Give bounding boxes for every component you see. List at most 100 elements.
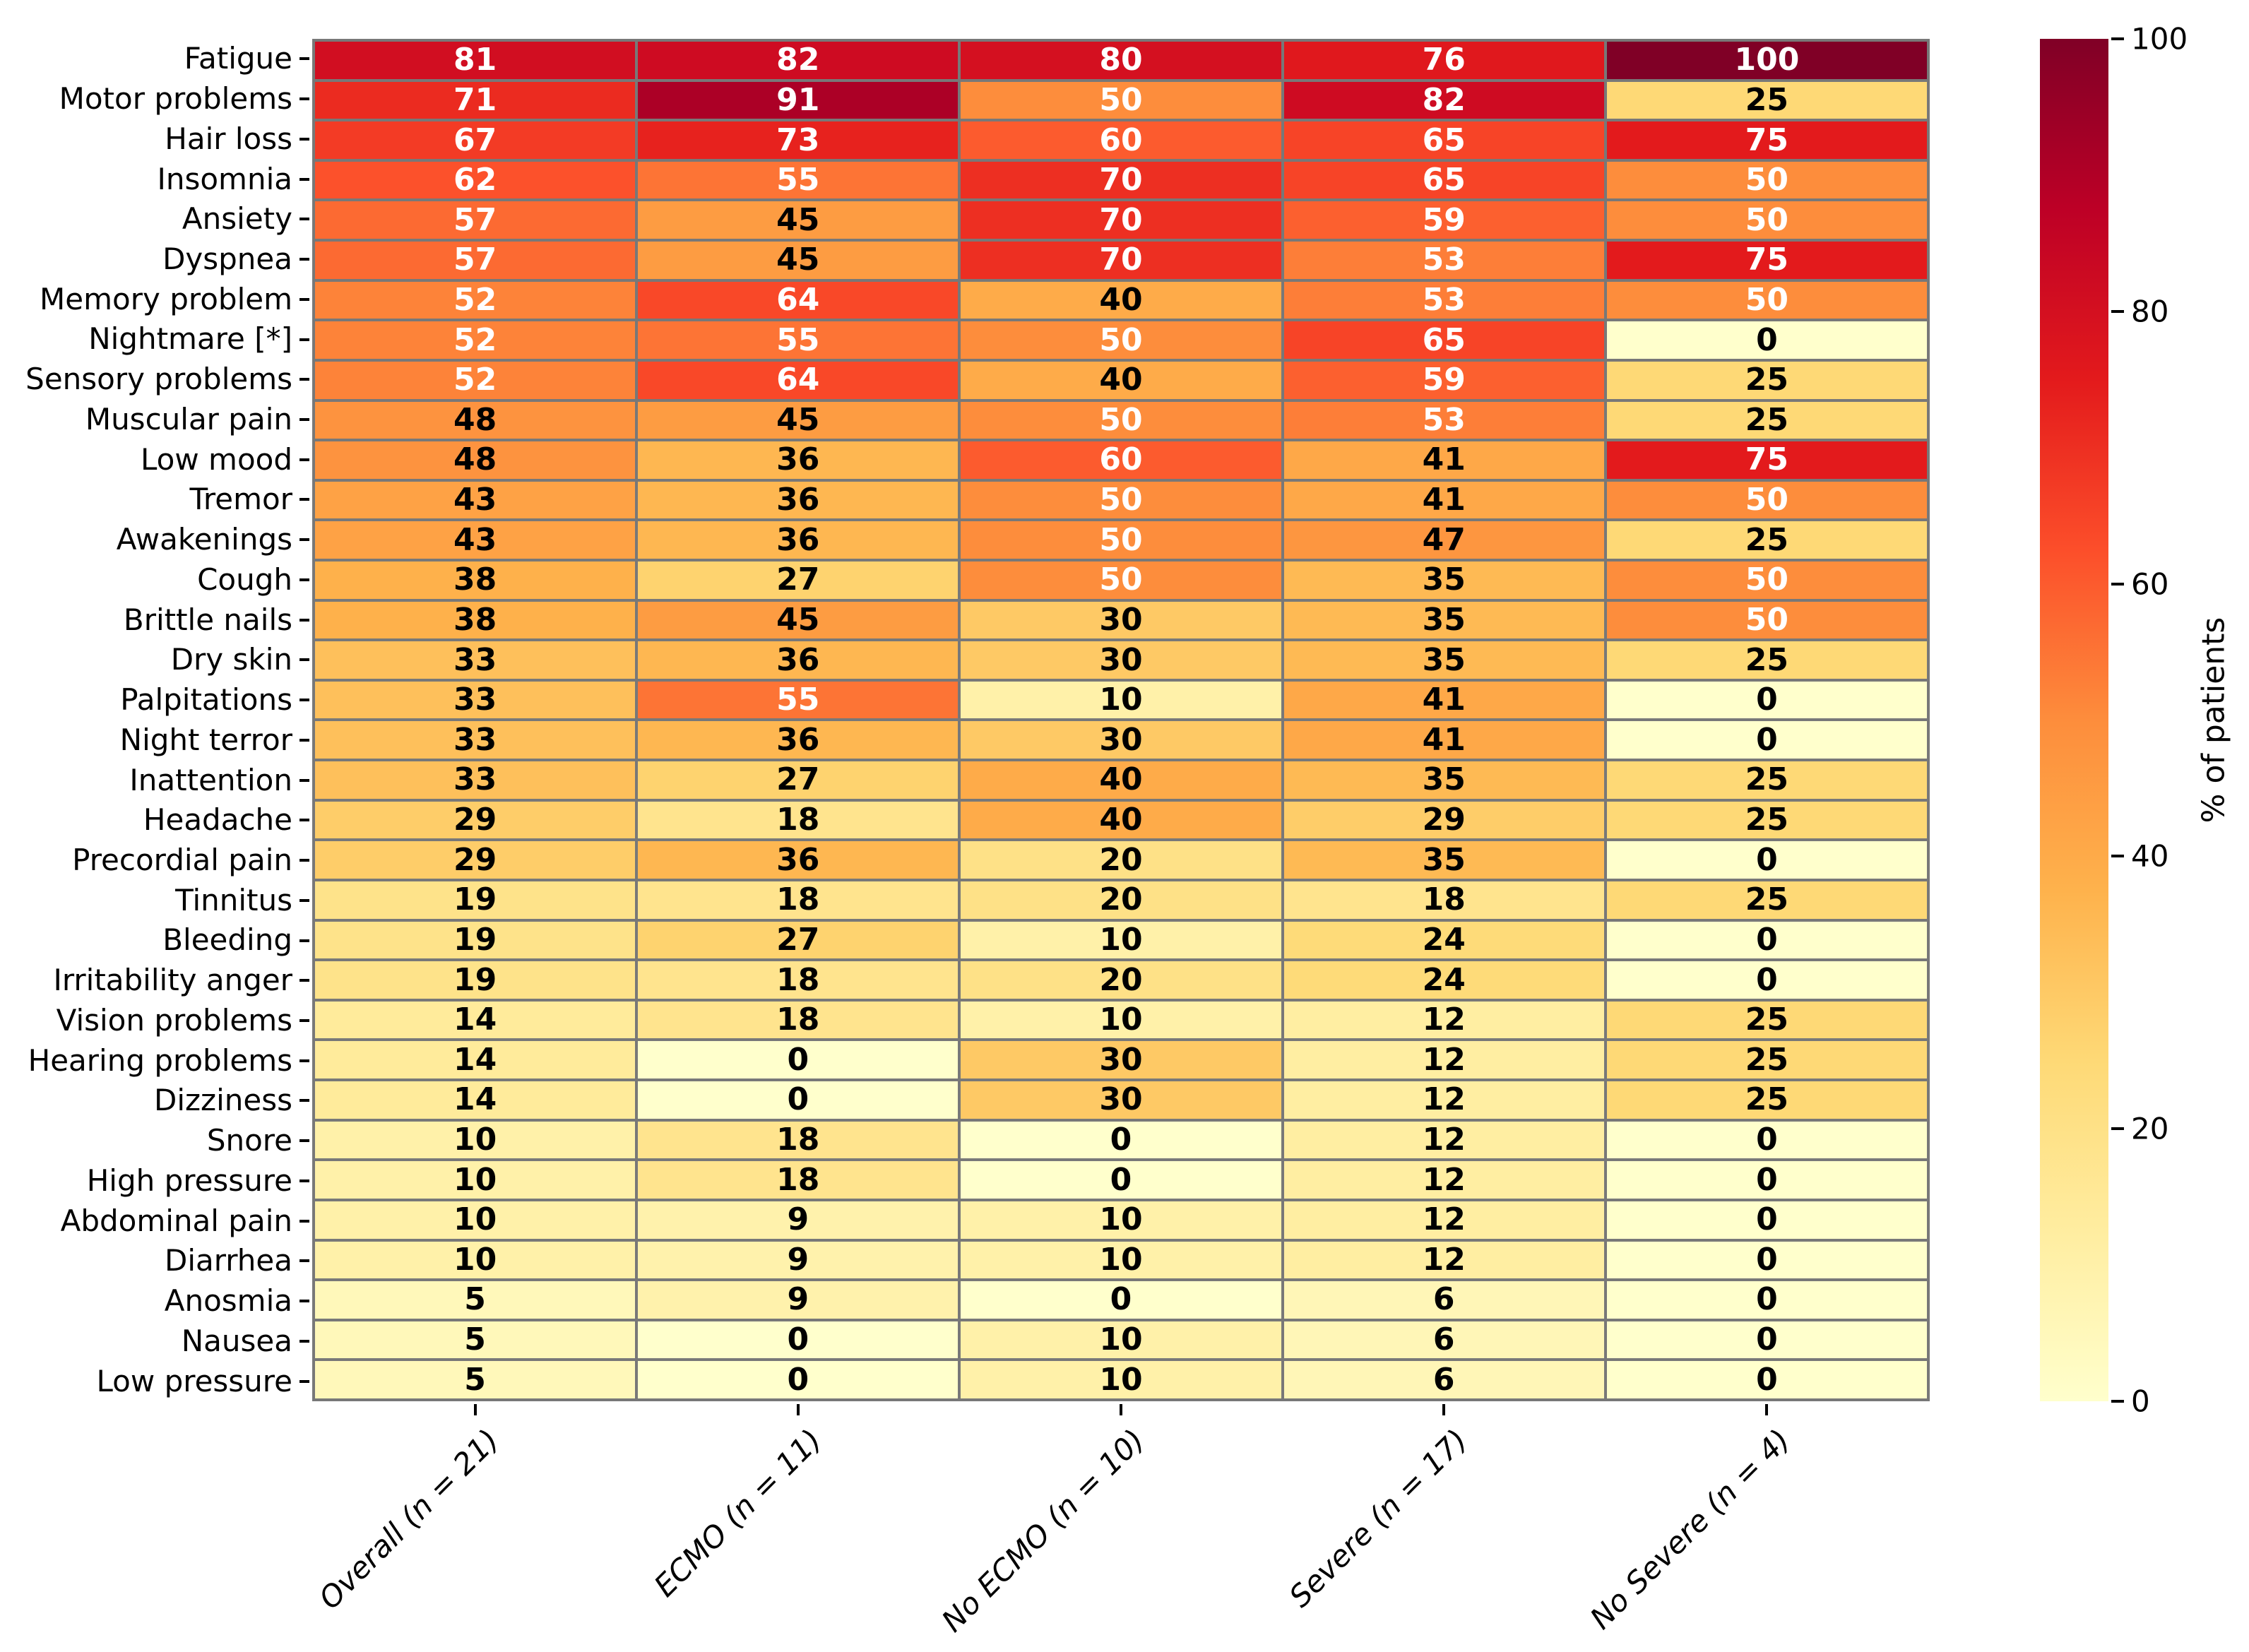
heatmap-cell: 62	[315, 161, 636, 199]
heatmap-cell: 25	[1606, 1041, 1927, 1079]
y-tick-label: Headache	[143, 802, 292, 838]
heatmap-cell: 57	[315, 242, 636, 279]
heatmap-cell: 59	[1283, 361, 1604, 399]
heatmap-cell: 43	[315, 521, 636, 559]
colorbar-tick	[2111, 37, 2124, 40]
heatmap-cell: 33	[315, 681, 636, 719]
heatmap-cell: 50	[1606, 481, 1927, 519]
heatmap-cell: 50	[961, 521, 1281, 559]
x-tick	[1120, 1404, 1122, 1415]
heatmap-cell: 9	[638, 1241, 959, 1279]
heatmap-cell: 36	[638, 641, 959, 679]
heatmap-cell: 48	[315, 401, 636, 439]
heatmap-cell: 38	[315, 601, 636, 639]
heatmap-cell: 50	[961, 321, 1281, 359]
heatmap-cell: 0	[1606, 721, 1927, 759]
y-tick-label: Hair loss	[165, 121, 292, 156]
y-tick	[299, 177, 309, 181]
heatmap-cell: 0	[1606, 1361, 1927, 1398]
x-tick-label: No Severe (n = 4)	[1584, 1422, 1798, 1636]
heatmap-cell: 19	[315, 921, 636, 959]
y-tick	[299, 417, 309, 421]
x-tick-label: Severe (n = 17)	[1282, 1422, 1474, 1615]
y-tick	[299, 378, 309, 381]
y-tick	[299, 699, 309, 702]
heatmap-cell: 50	[961, 401, 1281, 439]
heatmap-cell: 52	[315, 281, 636, 319]
heatmap-cell: 0	[961, 1161, 1281, 1199]
heatmap-cell: 19	[315, 961, 636, 999]
heatmap-cell: 53	[1283, 242, 1604, 279]
heatmap-cell: 81	[315, 42, 636, 79]
heatmap-cell: 12	[1283, 1161, 1604, 1199]
heatmap-cell: 40	[961, 281, 1281, 319]
heatmap-cell: 30	[961, 601, 1281, 639]
heatmap-cell: 25	[1606, 361, 1927, 399]
heatmap-cell: 18	[638, 1161, 959, 1199]
heatmap-cell: 0	[1606, 1161, 1927, 1199]
heatmap-cell: 57	[315, 201, 636, 239]
y-tick-label: Palpitations	[120, 682, 292, 718]
x-tick-label: ECMO (n = 11)	[647, 1422, 829, 1604]
heatmap-cell: 71	[315, 81, 636, 119]
colorbar-tick	[2111, 855, 2124, 858]
y-tick	[299, 1179, 309, 1182]
y-tick-label: Bleeding	[162, 922, 292, 958]
y-tick	[299, 1099, 309, 1103]
y-tick	[299, 1139, 309, 1143]
heatmap-cell: 18	[638, 961, 959, 999]
heatmap-cell: 50	[961, 481, 1281, 519]
y-tick-label: Tinnitus	[175, 882, 292, 917]
y-tick	[299, 778, 309, 782]
heatmap-cell: 82	[1283, 81, 1604, 119]
heatmap-cell: 18	[638, 881, 959, 919]
y-tick	[299, 1339, 309, 1343]
y-tick-label: Dyspnea	[162, 241, 292, 276]
y-tick	[299, 97, 309, 101]
y-tick-label: Ansiety	[182, 201, 292, 237]
heatmap-cell: 33	[315, 761, 636, 799]
heatmap-cell: 27	[638, 761, 959, 799]
heatmap-cell: 55	[638, 161, 959, 199]
y-tick-label: Snore	[206, 1123, 292, 1158]
heatmap-cell: 80	[961, 42, 1281, 79]
y-tick	[299, 1379, 309, 1383]
y-tick-label: Low pressure	[96, 1363, 292, 1398]
heatmap-cell: 35	[1283, 841, 1604, 879]
heatmap-cell: 50	[1606, 601, 1927, 639]
y-tick-label: Diarrhea	[164, 1243, 292, 1278]
heatmap-cell: 36	[638, 521, 959, 559]
heatmap-cell: 33	[315, 721, 636, 759]
heatmap-cell: 33	[315, 641, 636, 679]
heatmap-cell: 24	[1283, 921, 1604, 959]
y-tick	[299, 218, 309, 221]
y-tick	[299, 1259, 309, 1263]
y-tick-label: High pressure	[86, 1163, 292, 1198]
heatmap-cell: 47	[1283, 521, 1604, 559]
heatmap-cell: 0	[1606, 1281, 1927, 1319]
heatmap-cell: 10	[315, 1121, 636, 1159]
colorbar-tick	[2111, 309, 2124, 313]
heatmap-cell: 29	[315, 801, 636, 839]
y-tick	[299, 1019, 309, 1022]
x-tick-label: No ECMO (n = 10)	[934, 1422, 1151, 1639]
heatmap-cell: 12	[1283, 1241, 1604, 1279]
y-tick-label: Anosmia	[164, 1283, 292, 1319]
heatmap-cell: 18	[638, 1121, 959, 1159]
colorbar-tick-label: 100	[2131, 21, 2188, 57]
heatmap-cell: 60	[961, 121, 1281, 159]
heatmap-grid: 81 82 80 76 100 71 91 50 82 25 67 73 60 65 75 62 55 70 65 5…	[312, 39, 1930, 1401]
heatmap-cell: 65	[1283, 121, 1604, 159]
heatmap-cell: 0	[1606, 321, 1927, 359]
y-tick-label: Motor problems	[59, 81, 292, 117]
x-tick	[473, 1404, 477, 1415]
y-tick	[299, 939, 309, 942]
heatmap-cell: 91	[638, 81, 959, 119]
heatmap-cell: 20	[961, 841, 1281, 879]
heatmap-cell: 53	[1283, 281, 1604, 319]
heatmap-cell: 75	[1606, 121, 1927, 159]
heatmap-cell: 0	[638, 1361, 959, 1398]
heatmap-cell: 55	[638, 321, 959, 359]
colorbar	[2040, 39, 2108, 1401]
heatmap-cell: 70	[961, 201, 1281, 239]
